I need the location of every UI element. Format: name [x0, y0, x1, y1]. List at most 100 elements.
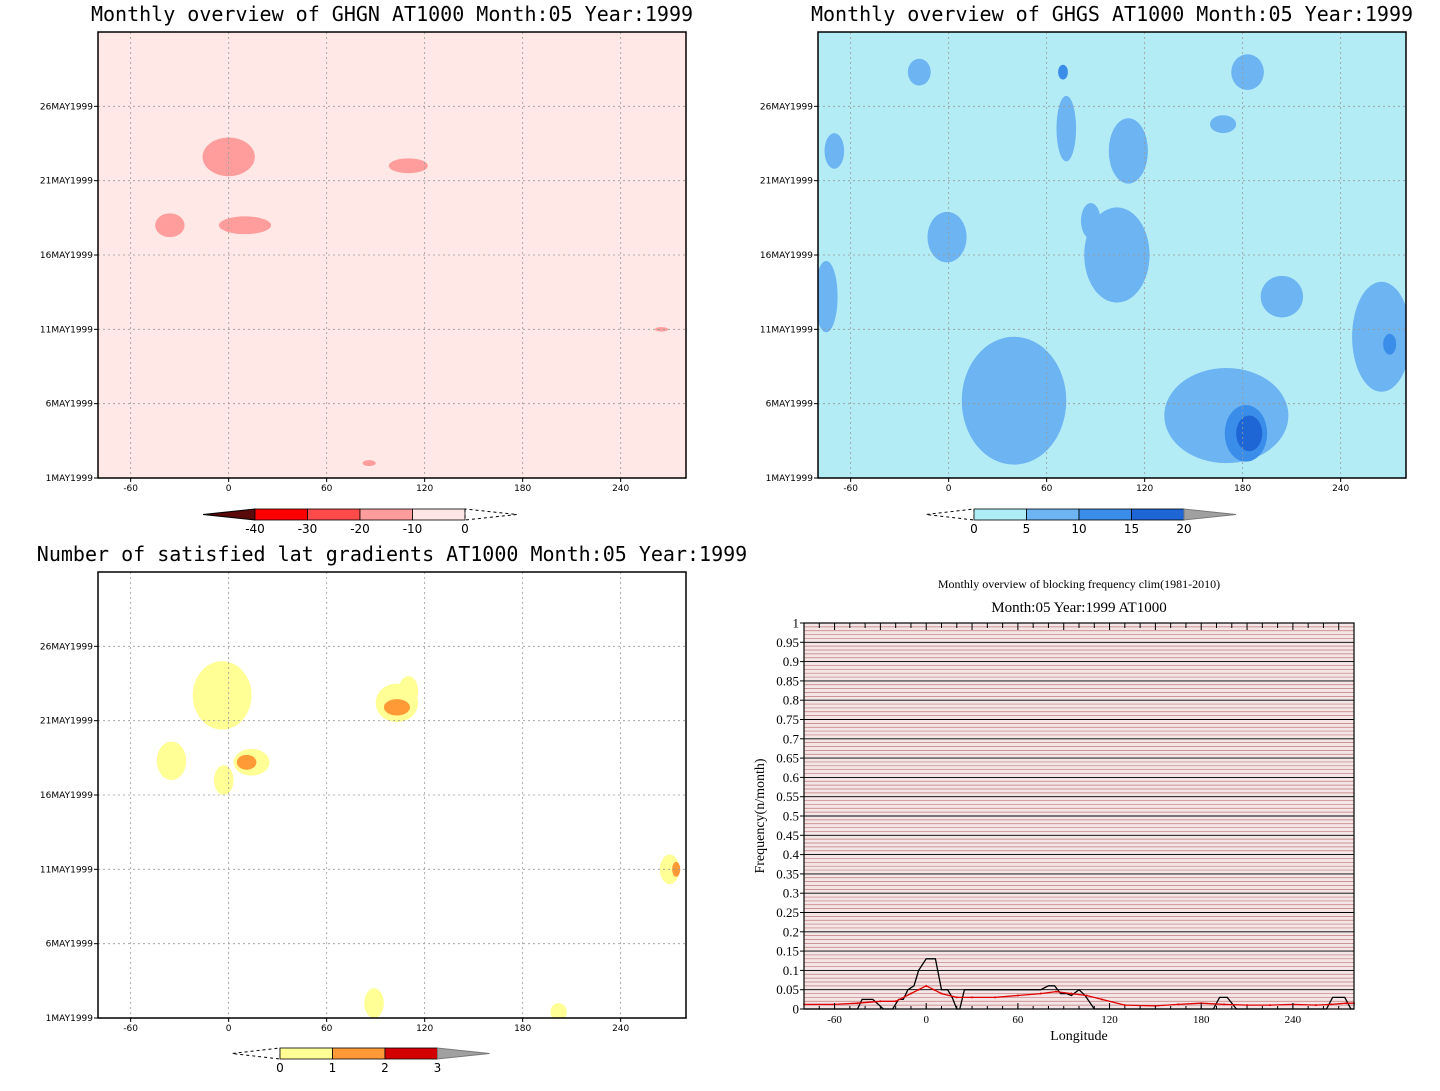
contour-patch	[550, 1003, 567, 1018]
x-tick-label: 180	[1193, 1014, 1210, 1026]
heatmap-panel-1: -60 0 60 120 180 240 1MAY1999 6MAY1999 11MAY1999…	[760, 31, 1407, 536]
contour-patch	[654, 327, 669, 332]
y-tick-label: 11MAY1999	[40, 865, 93, 875]
series-point	[925, 984, 928, 987]
contour-patch	[672, 861, 681, 877]
series-point	[1055, 990, 1058, 993]
colorbar-extend-low	[231, 1047, 281, 1060]
colorbar-box	[307, 508, 361, 521]
y-tick-label: 6MAY1999	[46, 940, 94, 950]
contour-patch	[202, 137, 255, 177]
colorbar-label: 2	[381, 1061, 389, 1075]
panels: -60 0 60 120 180 2401MAY19996MAY199911MAY1999…	[40, 31, 1407, 1075]
contour-patch	[362, 460, 376, 467]
colorbar: 0 5 10 15 20	[925, 508, 1237, 536]
panel-background	[98, 32, 686, 478]
colorbar: -40 -30 -20 -10 0	[202, 508, 518, 536]
y-tick-label: 0.65	[776, 751, 799, 766]
colorbar-extend-low	[202, 508, 256, 521]
contour-patch	[1058, 64, 1068, 80]
x-tick-label: 180	[514, 1024, 531, 1034]
colorbar-label: 3	[434, 1061, 442, 1075]
colorbar-label: 0	[461, 522, 469, 536]
x-tick-label: 120	[416, 1024, 433, 1034]
contour-patch	[907, 58, 931, 86]
x-tick-label: 60	[1041, 484, 1053, 494]
contour-patch	[961, 336, 1067, 465]
chart-title-lat-gradients: Number of satisfied lat gradients AT1000…	[37, 542, 747, 566]
heatmap-panel-2: -60 0 60 120 180 2401MAY19996MAY199911MAY1999…	[40, 571, 687, 1075]
chart-title-blocking: Monthly overview of blocking frequency c…	[938, 577, 1220, 591]
colorbar-box	[384, 1047, 438, 1060]
colorbar-label: 1	[329, 1061, 337, 1075]
x-tick-label: 240	[1332, 484, 1349, 494]
line-panel: -60 0 60 120 180 240 0 0.05 0.1 0.15 0.2 0.25 0.3 0.3…	[776, 616, 1355, 1026]
colorbar-box	[332, 1047, 386, 1060]
x-tick-label: 60	[321, 484, 333, 494]
contour-patch	[192, 661, 252, 730]
x-tick-label: 120	[1101, 1014, 1118, 1026]
series-point	[1070, 992, 1073, 995]
contour-patch	[383, 699, 410, 716]
contour-patch	[398, 676, 419, 706]
y-tick-label: 16MAY1999	[40, 251, 93, 261]
colorbar-label: -10	[403, 522, 423, 536]
y-tick-label: 0.15	[776, 944, 799, 959]
series-point	[1246, 1004, 1249, 1007]
x-tick-label: 120	[1136, 484, 1153, 494]
colorbar-label: 0	[970, 522, 978, 536]
x-tick-label: -60	[123, 1024, 138, 1034]
contour-patch	[1231, 54, 1264, 90]
y-tick-label: 0.25	[776, 905, 799, 920]
y-tick-label: 0.4	[783, 847, 800, 862]
x-tick-label: 60	[1012, 1014, 1024, 1026]
series-point	[1123, 1004, 1126, 1007]
contour-patch	[218, 216, 272, 235]
y-tick-label: 6MAY1999	[766, 400, 814, 410]
contour-patch	[1260, 275, 1304, 318]
series-point	[917, 988, 920, 991]
y-tick-label: 0.45	[776, 828, 799, 843]
y-tick-label: 0.6	[783, 770, 800, 785]
contour-patch	[818, 260, 838, 333]
series-point	[1314, 1004, 1317, 1007]
y-tick-label: 0.1	[783, 963, 799, 978]
y-tick-label: 0.8	[783, 693, 799, 708]
colorbar-label: 5	[1023, 522, 1031, 536]
y-tick-label: 0.35	[776, 866, 799, 881]
colorbar-label: -20	[350, 522, 370, 536]
colorbar-extend-high	[437, 1047, 490, 1060]
colorbar-box	[1131, 508, 1185, 521]
series-point	[1345, 1002, 1348, 1005]
y-tick-label: 0.75	[776, 712, 799, 727]
contour-patch	[156, 741, 187, 781]
contour-patch	[1352, 281, 1406, 392]
contour-patch	[1080, 202, 1101, 239]
colorbar: 0 1 2 3	[231, 1047, 490, 1075]
colorbar-label: 0	[276, 1061, 284, 1075]
colorbar-box	[1078, 508, 1132, 521]
series-point	[1039, 992, 1042, 995]
series-point	[955, 996, 958, 999]
x-tick-label: 0	[946, 484, 952, 494]
contour-patch	[1164, 367, 1289, 464]
series-point	[1330, 1003, 1333, 1006]
contour-patches	[156, 661, 681, 1018]
x-tick-label: 180	[514, 484, 531, 494]
y-tick-label: 26MAY1999	[40, 102, 93, 112]
y-tick-label: 21MAY1999	[40, 177, 93, 187]
series-point	[856, 1002, 859, 1005]
x-tick-label: -60	[843, 484, 858, 494]
y-tick-label: 0.2	[783, 924, 799, 939]
contour-patch	[1236, 415, 1263, 452]
series-point	[1223, 1003, 1226, 1006]
panel-background	[98, 572, 686, 1018]
y-tick-label: 26MAY1999	[40, 642, 93, 652]
contour-patch	[927, 211, 967, 263]
series-point	[1100, 998, 1103, 1001]
y-tick-label: 0.9	[783, 654, 799, 669]
y-tick-label: 0.95	[776, 635, 799, 650]
y-tick-label: 1	[793, 616, 800, 631]
series-point	[909, 992, 912, 995]
